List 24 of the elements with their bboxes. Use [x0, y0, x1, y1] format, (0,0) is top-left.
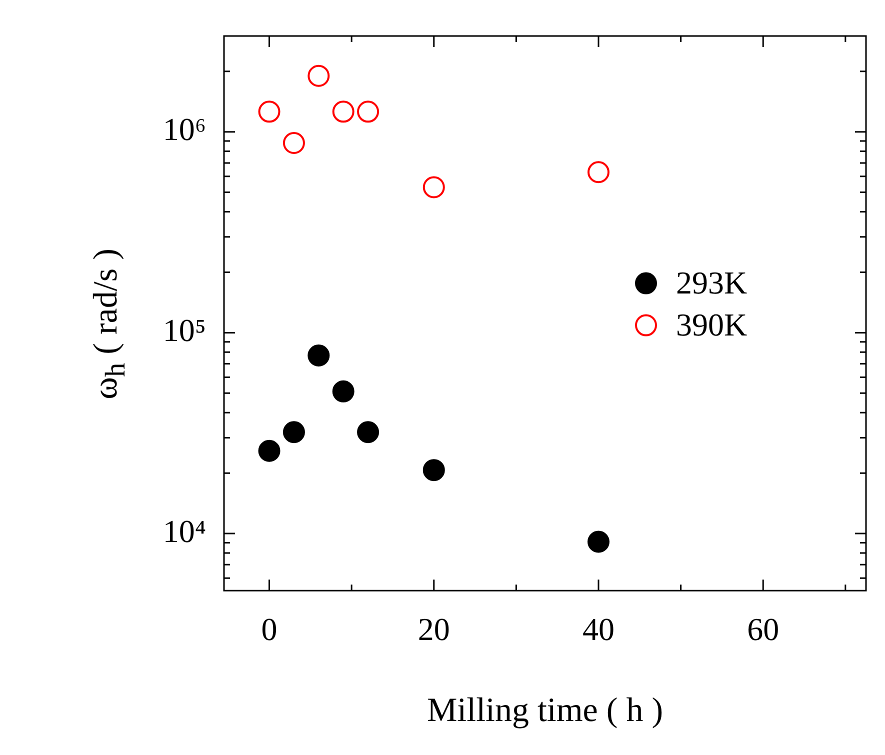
x-tick-label: 40: [582, 611, 614, 648]
point: [422, 176, 445, 198]
point: [308, 344, 330, 366]
point: [282, 421, 305, 444]
point: [332, 100, 354, 123]
point: [308, 64, 330, 87]
y-tick-label: 10⁶: [162, 111, 206, 148]
point: [357, 100, 380, 123]
point: [258, 100, 280, 123]
x-tick-label: 0: [261, 611, 278, 648]
point: [422, 459, 445, 482]
point: [258, 440, 280, 462]
point: [282, 132, 305, 154]
point: [588, 161, 610, 184]
legend-label: 293K: [676, 264, 748, 301]
legend-label: 390K: [676, 306, 748, 343]
x-tick-label: 20: [418, 611, 450, 648]
point: [588, 530, 610, 553]
y-tick-label: 10⁴: [162, 512, 206, 549]
point: [332, 380, 354, 402]
x-axis-title: Milling time ( h ): [426, 692, 664, 730]
x-tick-label: 60: [747, 611, 780, 648]
y-tick-label: 10⁵: [162, 312, 206, 348]
point: [357, 421, 380, 444]
